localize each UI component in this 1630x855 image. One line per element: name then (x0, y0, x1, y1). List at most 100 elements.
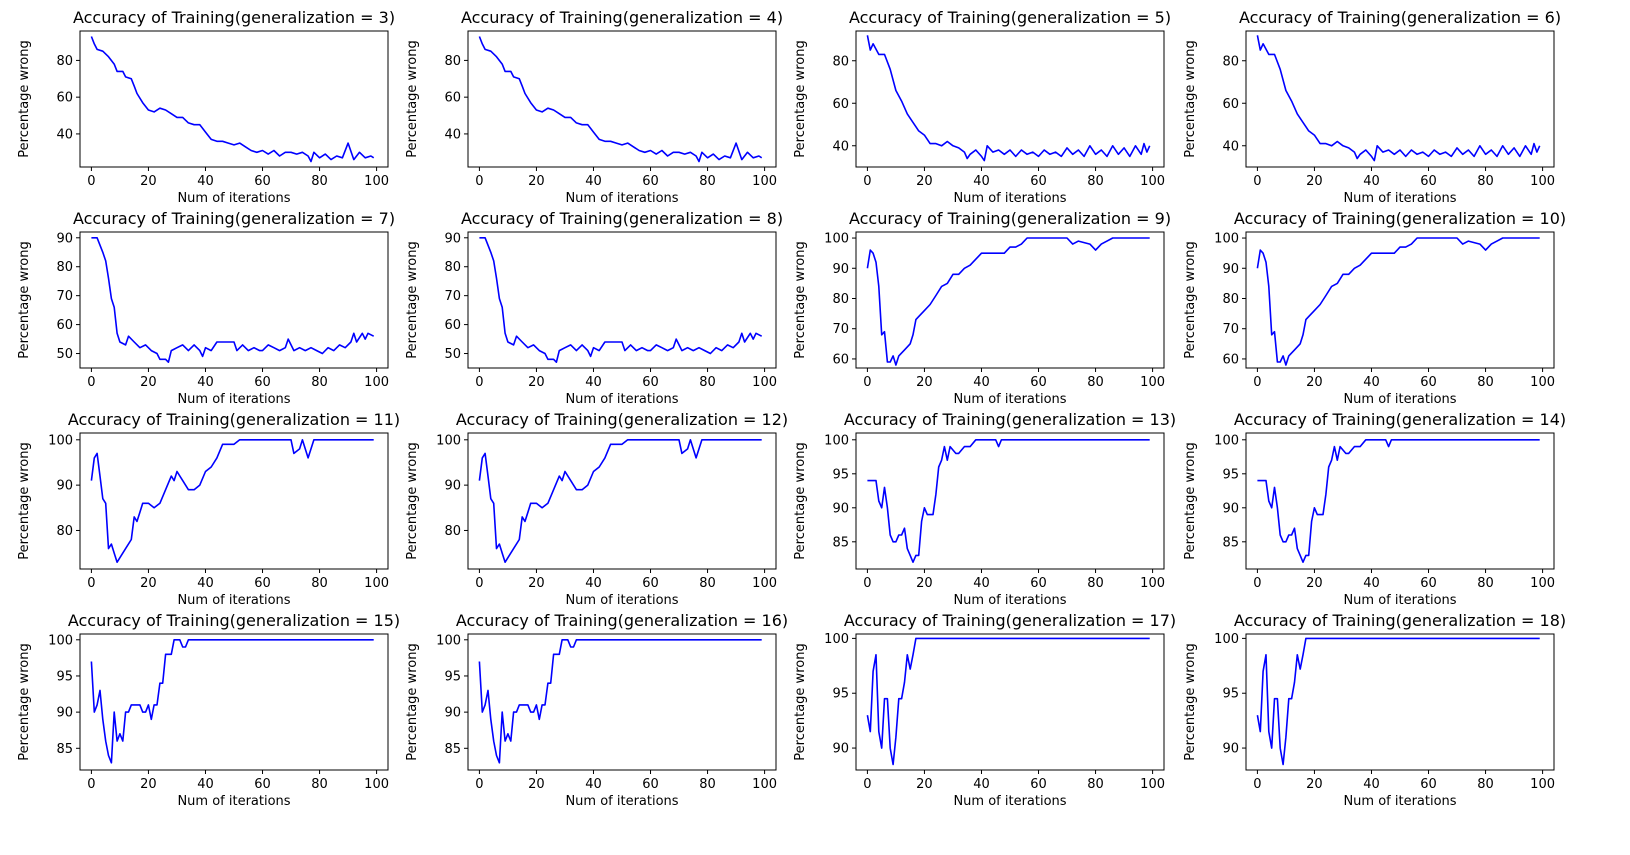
x-tick-label: 20 (1306, 174, 1323, 189)
x-tick-label: 100 (1530, 777, 1555, 792)
y-tick-label: 95 (832, 467, 849, 482)
y-tick-label: 95 (444, 669, 461, 684)
x-tick-label: 80 (699, 375, 716, 390)
x-tick-label: 80 (699, 174, 716, 189)
chart-title: Accuracy of Training(generalization = 12… (456, 410, 788, 429)
line-chart: 0 20 40 60 80 100 60 70 80 90 100 Accuracy of Train… (1183, 209, 1566, 407)
chart-title: Accuracy of Training(generalization = 16… (456, 611, 788, 630)
x-tick-label: 60 (254, 174, 271, 189)
axes-frame (79, 633, 389, 771)
x-tick-label: 80 (1477, 174, 1494, 189)
chart-panel: 0 20 40 60 80 100 85 90 95 100 Accuracy of Trainin… (1164, 397, 1568, 623)
chart-title: Accuracy of Training(generalization = 3) (73, 8, 395, 27)
x-tick-label: 0 (87, 777, 95, 792)
x-tick-label: 80 (311, 777, 328, 792)
x-tick-label: 60 (642, 777, 659, 792)
x-tick-label: 80 (1477, 777, 1494, 792)
x-tick-label: 60 (642, 174, 659, 189)
line-chart: 0 20 40 60 80 100 85 90 95 100 Accuracy of Trainin… (793, 410, 1176, 608)
y-tick-label: 90 (1222, 742, 1239, 757)
x-tick-label: 80 (1087, 777, 1104, 792)
y-tick-label: 100 (824, 632, 849, 647)
x-tick-label: 0 (863, 174, 871, 189)
x-tick-label: 60 (1030, 576, 1047, 591)
x-tick-label: 0 (1253, 375, 1261, 390)
y-tick-label: 40 (832, 139, 849, 154)
series-line (866, 35, 1151, 162)
series-line (90, 439, 374, 563)
x-tick-label: 0 (475, 576, 483, 591)
chart-panel: 0 20 40 60 80 100 80 90 100 Accuracy of Training(… (386, 397, 790, 623)
x-axis-label: Num of iterations (565, 794, 678, 809)
y-tick-label: 95 (56, 669, 73, 684)
x-tick-label: 80 (311, 576, 328, 591)
x-tick-label: 80 (699, 777, 716, 792)
axes-frame (79, 432, 389, 570)
x-tick-label: 20 (916, 375, 933, 390)
chart-title: Accuracy of Training(generalization = 13… (844, 410, 1176, 429)
series-line (478, 36, 763, 163)
chart-title: Accuracy of Training(generalization = 15… (68, 611, 400, 630)
chart-title: Accuracy of Training(generalization = 6) (1239, 8, 1561, 27)
y-tick-label: 40 (1222, 139, 1239, 154)
x-axis-label: Num of iterations (565, 392, 678, 407)
y-tick-label: 80 (832, 292, 849, 307)
x-tick-label: 20 (1306, 576, 1323, 591)
chart-panel: 0 20 40 60 80 100 40 60 80 Accuracy of Training(g… (386, 0, 790, 221)
x-tick-label: 0 (87, 375, 95, 390)
x-tick-label: 20 (916, 174, 933, 189)
y-tick-label: 70 (1222, 322, 1239, 337)
chart-panel: 0 20 40 60 80 100 40 60 80 Accuracy of Training(g… (0, 0, 402, 221)
y-axis-label: Percentage wrong (405, 643, 420, 760)
line-chart: 0 20 40 60 80 100 40 60 80 Accuracy of Training(g… (1183, 8, 1561, 206)
x-tick-label: 60 (254, 777, 271, 792)
x-tick-label: 60 (1030, 777, 1047, 792)
chart-title: Accuracy of Training(generalization = 14… (1234, 410, 1566, 429)
chart-panel: 0 20 40 60 80 100 85 90 95 100 Accuracy of Trainin… (386, 598, 790, 824)
axes-frame (1245, 432, 1555, 570)
y-tick-label: 90 (444, 479, 461, 494)
x-tick-label: 100 (752, 576, 777, 591)
series-line (90, 36, 375, 163)
y-tick-label: 50 (56, 347, 73, 362)
y-axis-label: Percentage wrong (405, 442, 420, 559)
x-tick-label: 60 (642, 375, 659, 390)
y-tick-label: 60 (444, 91, 461, 106)
y-tick-label: 100 (1214, 632, 1239, 647)
x-tick-label: 80 (1087, 174, 1104, 189)
x-tick-label: 20 (140, 375, 157, 390)
y-axis-label: Percentage wrong (405, 241, 420, 358)
chart-panel: 0 20 40 60 80 100 85 90 95 100 Accuracy of Trainin… (0, 598, 402, 824)
y-tick-label: 70 (832, 322, 849, 337)
axes-frame (1245, 30, 1555, 168)
x-tick-label: 100 (364, 777, 389, 792)
x-tick-label: 20 (140, 777, 157, 792)
x-tick-label: 0 (863, 375, 871, 390)
y-tick-label: 80 (56, 260, 73, 275)
x-tick-label: 20 (528, 777, 545, 792)
x-axis-label: Num of iterations (177, 593, 290, 608)
axes-frame (467, 432, 777, 570)
line-chart: 0 20 40 60 80 100 90 95 100 Accuracy of Training(… (1183, 611, 1566, 809)
x-axis-label: Num of iterations (1343, 392, 1456, 407)
series-line (478, 439, 762, 563)
y-tick-label: 60 (1222, 97, 1239, 112)
y-tick-label: 100 (436, 433, 461, 448)
chart-title: Accuracy of Training(generalization = 10… (1234, 209, 1566, 228)
x-tick-label: 80 (699, 576, 716, 591)
x-axis-label: Num of iterations (1343, 191, 1456, 206)
chart-panel: 0 20 40 60 80 100 60 70 80 90 100 Accuracy of Train… (1164, 196, 1568, 422)
x-tick-label: 60 (1420, 375, 1437, 390)
y-tick-label: 80 (56, 54, 73, 69)
y-axis-label: Percentage wrong (1183, 643, 1198, 760)
chart-title: Accuracy of Training(generalization = 9) (849, 209, 1171, 228)
x-tick-label: 100 (1140, 576, 1165, 591)
x-tick-label: 80 (311, 174, 328, 189)
y-tick-label: 90 (832, 501, 849, 516)
y-axis-label: Percentage wrong (17, 40, 32, 157)
x-tick-label: 40 (1363, 375, 1380, 390)
y-tick-label: 90 (832, 742, 849, 757)
axes-frame (79, 30, 389, 168)
series-line (866, 637, 1150, 766)
